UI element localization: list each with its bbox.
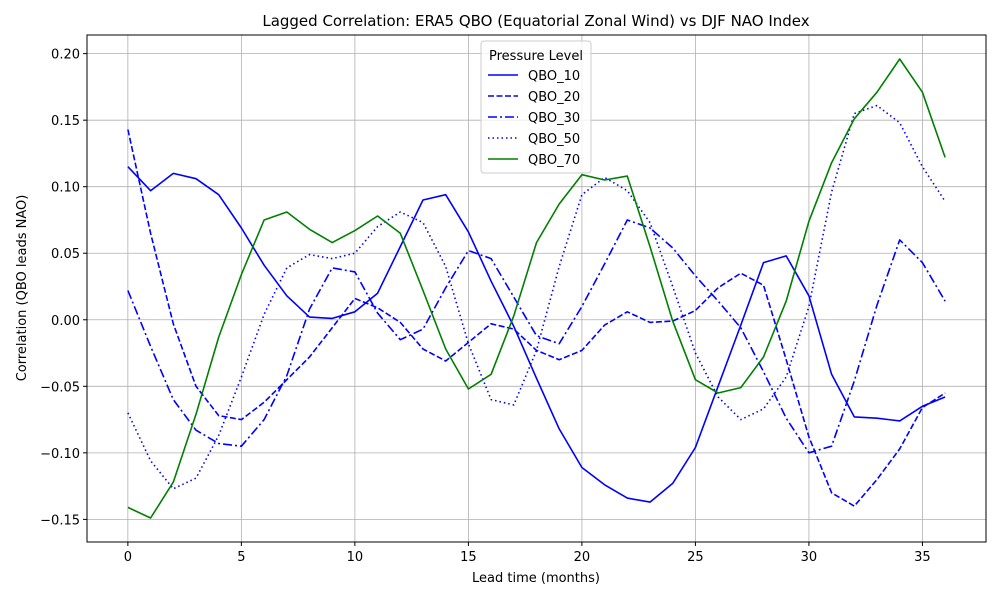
chart-title: Lagged Correlation: ERA5 QBO (Equatorial… <box>262 12 809 30</box>
legend: Pressure Level QBO_10 QBO_20 QBO_30 QBO_50 Q… <box>480 40 592 174</box>
y-tick-label: 0.05 <box>51 247 80 262</box>
x-tick-label: 35 <box>914 550 931 565</box>
legend-entry-label: QBO_50 <box>528 132 580 147</box>
x-tick-label: 10 <box>347 550 364 565</box>
x-tick-label: 20 <box>574 550 591 565</box>
series-group <box>127 58 946 519</box>
x-axis-label: Lead time (months) <box>472 571 600 586</box>
grid <box>87 35 986 542</box>
y-tick-label: −0.15 <box>40 513 80 528</box>
series-line-qbo-30 <box>127 219 946 454</box>
y-tick-label: 0.20 <box>51 48 80 63</box>
x-tick-label: 25 <box>687 550 704 565</box>
x-tick-label: 0 <box>124 550 132 565</box>
legend-entry-label: QBO_20 <box>528 90 580 105</box>
x-tick-label: 15 <box>460 550 477 565</box>
legend-entry-label: QBO_10 <box>528 69 580 84</box>
plot-frame <box>86 34 987 543</box>
x-tick-label: 30 <box>801 550 818 565</box>
series-line-qbo-20 <box>127 129 946 507</box>
legend-entry-label: QBO_70 <box>528 153 580 168</box>
y-tick-label: 0.00 <box>51 314 80 329</box>
y-tick-label: −0.10 <box>40 447 80 462</box>
x-axis: 0 5 10 15 20 25 30 35 <box>124 542 931 565</box>
y-tick-label: 0.15 <box>51 114 80 129</box>
y-tick-label: 0.10 <box>51 181 80 196</box>
y-tick-label: −0.05 <box>40 380 80 395</box>
x-tick-label: 5 <box>237 550 245 565</box>
y-axis: −0.15 −0.10 −0.05 0.00 0.05 0.10 0.15 0.20 <box>40 48 87 528</box>
legend-box <box>480 40 592 174</box>
legend-title: Pressure Level <box>489 49 583 64</box>
series-line-qbo-70 <box>127 58 946 519</box>
y-axis-label: Correlation (QBO leads NAO) <box>15 195 30 382</box>
legend-entry-label: QBO_30 <box>528 111 580 126</box>
series-line-qbo-10 <box>127 166 946 503</box>
